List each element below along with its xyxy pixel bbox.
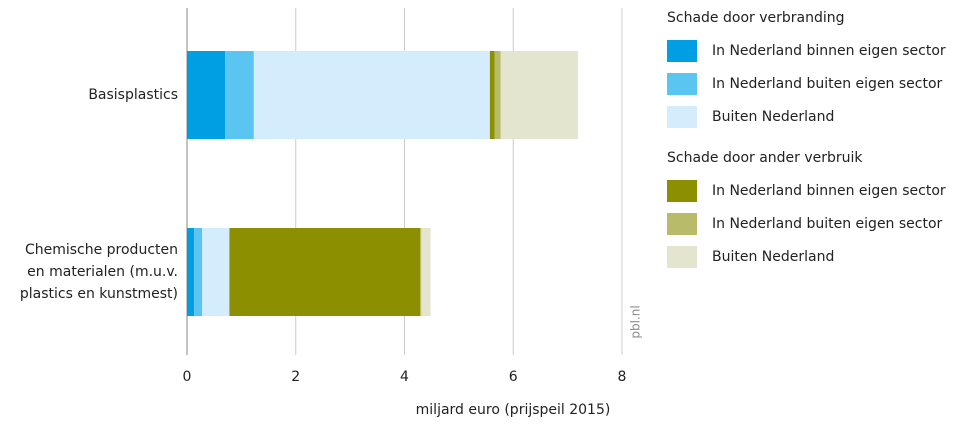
bar-segment <box>253 51 490 139</box>
bar-segment <box>421 228 431 316</box>
legend-label: In Nederland buiten eigen sector <box>712 216 943 232</box>
x-tick-label: 4 <box>400 369 409 385</box>
bar-segment <box>187 228 195 316</box>
legend-swatch <box>667 213 697 235</box>
watermark: pbl.nl <box>629 305 643 338</box>
bar-segment <box>194 228 203 316</box>
category-label: Basisplastics <box>88 87 178 103</box>
bar-segment <box>420 228 422 316</box>
legend-swatch <box>667 106 697 128</box>
x-tick-label: 0 <box>183 369 192 385</box>
legend-label: In Nederland binnen eigen sector <box>712 43 946 59</box>
legend-swatch <box>667 246 697 268</box>
legend-label: Buiten Nederland <box>712 249 834 265</box>
x-tick-label: 8 <box>618 369 627 385</box>
legend-title: Schade door verbranding <box>667 10 845 26</box>
bar-segment <box>202 228 230 316</box>
category-label: Chemische producten en materialen (m.u.v… <box>19 242 178 302</box>
bar-segment <box>500 51 578 139</box>
bar-segment <box>494 51 501 139</box>
legend-label: In Nederland buiten eigen sector <box>712 76 943 92</box>
bar-segment <box>489 51 495 139</box>
x-axis-label: miljard euro (prijspeil 2015) <box>416 402 611 418</box>
legend-swatch <box>667 180 697 202</box>
legend-title: Schade door ander verbruik <box>667 150 863 166</box>
legend-label: Buiten Nederland <box>712 109 834 125</box>
bar-segment <box>229 228 421 316</box>
x-tick-label: 6 <box>509 369 518 385</box>
bar-segment <box>225 51 254 139</box>
legend-swatch <box>667 73 697 95</box>
bar-segment <box>187 51 226 139</box>
x-tick-label: 2 <box>291 369 300 385</box>
legend-label: In Nederland binnen eigen sector <box>712 183 946 199</box>
legend-swatch <box>667 40 697 62</box>
